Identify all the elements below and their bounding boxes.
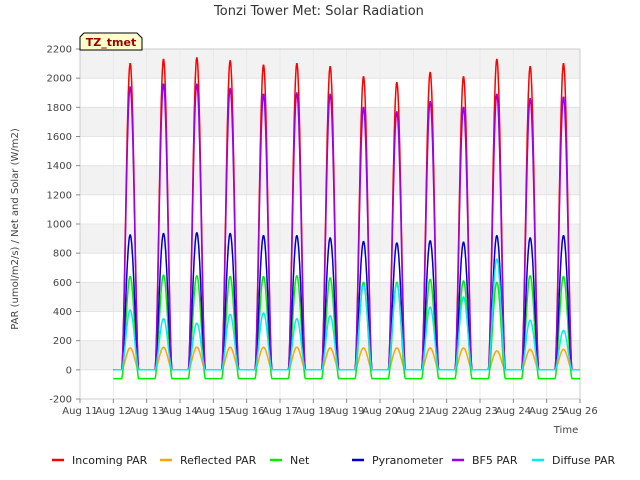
legend-label-bf5-par: BF5 PAR xyxy=(472,454,518,467)
x-tick-label: Aug 15 xyxy=(196,406,231,417)
y-tick-label: 1800 xyxy=(47,103,72,114)
y-tick-label: 2000 xyxy=(47,74,72,85)
legend-label-reflected-par: Reflected PAR xyxy=(180,454,257,467)
legend-label-diffuse-par: Diffuse PAR xyxy=(552,454,616,467)
x-axis-label: Time xyxy=(553,425,578,436)
x-tick-label: Aug 13 xyxy=(129,406,164,417)
series-line-diffuse-par xyxy=(113,258,580,371)
series-line-net xyxy=(113,274,580,380)
plot-band xyxy=(80,107,580,137)
legend: Incoming PAR Reflected PAR Net Pyranometer B… xyxy=(52,454,616,467)
station-tag: TZ_tmet xyxy=(79,32,143,51)
y-tick-label: 1000 xyxy=(47,220,72,231)
x-tick-label: Aug 14 xyxy=(162,406,197,417)
x-tick-label: Aug 26 xyxy=(562,406,597,417)
plot-band xyxy=(80,282,580,312)
grid-lines xyxy=(79,48,581,400)
x-tick-label: Aug 17 xyxy=(262,406,297,417)
chart-title: Tonzi Tower Met: Solar Radiation xyxy=(213,4,424,19)
x-tick-label: Aug 12 xyxy=(96,406,131,417)
series-layer xyxy=(113,57,580,380)
y-tick-label: 1600 xyxy=(47,132,72,143)
x-tick-label: Aug 23 xyxy=(462,406,497,417)
x-tick-label: Aug 25 xyxy=(529,406,564,417)
plot-band xyxy=(80,78,580,108)
y-tick-label: 1400 xyxy=(47,161,72,172)
plot-band xyxy=(80,165,580,195)
x-tick-label: Aug 22 xyxy=(429,406,464,417)
plot-band xyxy=(80,369,580,399)
x-tick-label: Aug 11 xyxy=(62,406,97,417)
y-tick-label: -200 xyxy=(49,395,72,406)
x-tick-label: Aug 19 xyxy=(329,406,364,417)
x-tick-label: Aug 24 xyxy=(496,406,531,417)
legend-label-pyranometer: Pyranometer xyxy=(372,454,444,467)
y-tick-label: 600 xyxy=(53,278,72,289)
plot-band xyxy=(80,136,580,166)
legend-label-incoming-par: Incoming PAR xyxy=(72,454,148,467)
y-tick-label: 2200 xyxy=(47,45,72,56)
y-tick-label: 0 xyxy=(66,365,72,376)
y-axis-ticks: -200 0 200 400 600 800 1000 1200 1400 1600 1800 200… xyxy=(47,45,80,406)
station-tag-box xyxy=(79,32,143,51)
x-tick-label: Aug 20 xyxy=(362,406,397,417)
x-tick-label: Aug 16 xyxy=(229,406,264,417)
x-tick-label: Aug 18 xyxy=(296,406,331,417)
y-axis-label: PAR (umol/m2/s) / Net and Solar (W/m2) xyxy=(10,128,21,330)
y-tick-label: 400 xyxy=(53,307,72,318)
plot-band xyxy=(80,194,580,224)
plot-band xyxy=(80,49,580,79)
y-tick-label: 800 xyxy=(53,249,72,260)
y-tick-label: 200 xyxy=(53,336,72,347)
x-tick-label: Aug 21 xyxy=(396,406,431,417)
legend-label-net: Net xyxy=(290,454,310,467)
y-tick-label: 1200 xyxy=(47,190,72,201)
station-tag-label: TZ_tmet xyxy=(86,36,136,49)
plot-band xyxy=(80,340,580,370)
